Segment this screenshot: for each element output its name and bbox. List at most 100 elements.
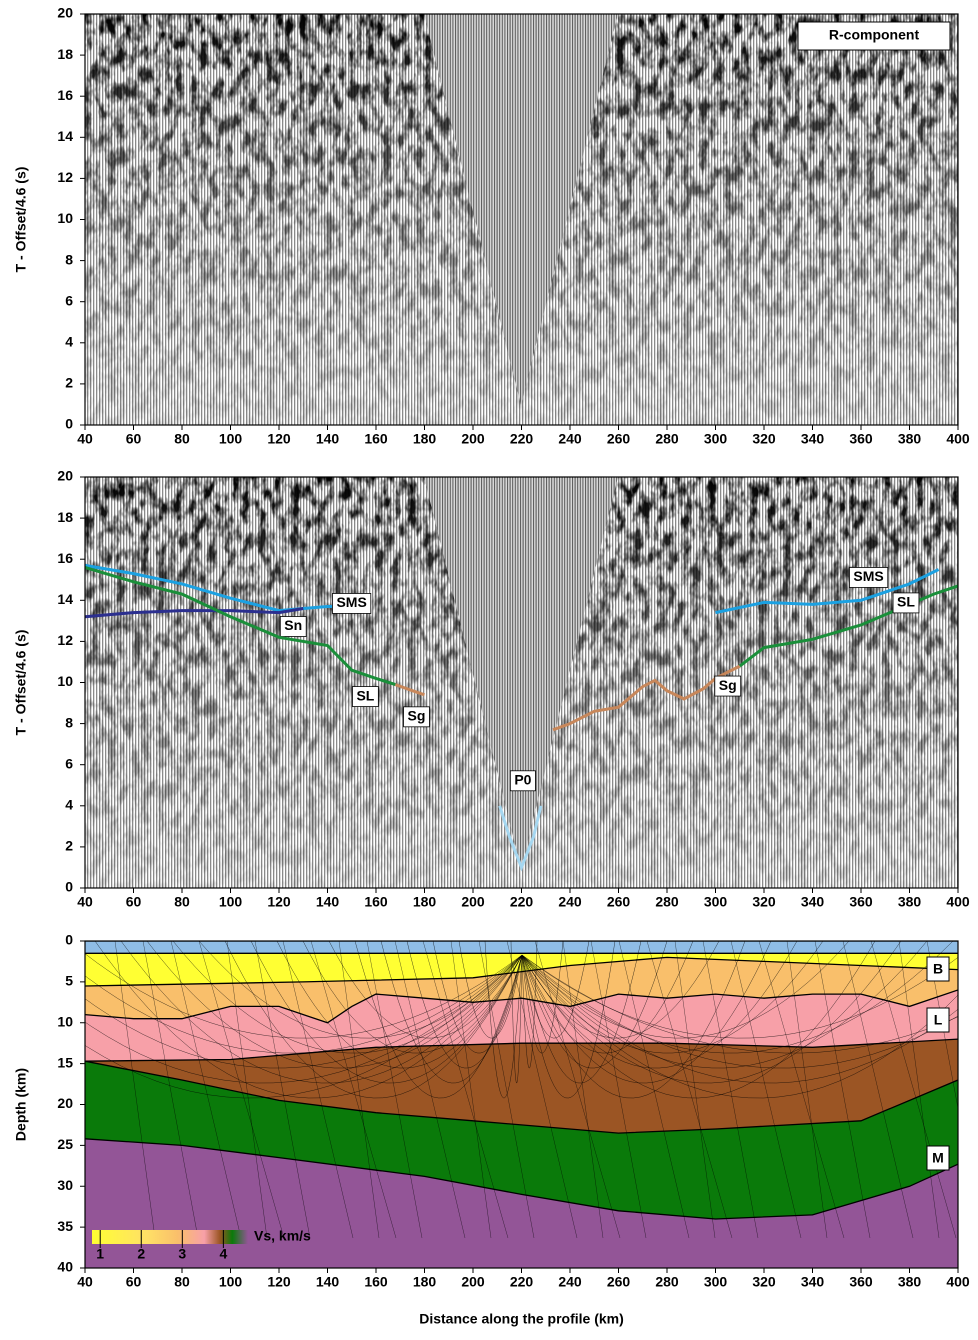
x-tick-label: 180 [413, 431, 437, 447]
y-tick-label: 20 [57, 468, 73, 484]
y-tick-label: 2 [65, 375, 73, 391]
x-tick-label: 160 [364, 894, 388, 910]
y-tick-label: 14 [57, 128, 73, 144]
x-tick-label: 400 [946, 1274, 970, 1290]
y-tick-label: 12 [57, 632, 73, 648]
x-tick-label: 280 [655, 431, 679, 447]
y-tick-label: 8 [65, 251, 73, 267]
x-tick-label: 40 [77, 431, 93, 447]
y-tick-label: 15 [57, 1054, 73, 1070]
y-axis-label: T - Offset/4.6 (s) [13, 630, 29, 736]
pick-label: SL [356, 687, 374, 703]
x-tick-label: 300 [704, 431, 728, 447]
x-tick-label: 380 [898, 894, 922, 910]
x-tick-label: 60 [126, 431, 142, 447]
y-tick-label: 10 [57, 1013, 73, 1029]
x-tick-label: 220 [510, 431, 534, 447]
colorbar-tick-label: 1 [96, 1246, 104, 1262]
x-tick-label: 160 [364, 431, 388, 447]
layer-annotation: M [932, 1150, 944, 1166]
panel-title: R-component [829, 27, 920, 43]
x-tick-label: 100 [219, 1274, 243, 1290]
y-tick-label: 16 [57, 87, 73, 103]
x-tick-label: 120 [267, 1274, 291, 1290]
pick-label: SL [897, 594, 915, 610]
pick-label: SMS [336, 594, 366, 610]
x-tick-label: 80 [174, 1274, 190, 1290]
y-axis-label: Depth (km) [13, 1068, 29, 1141]
colorbar-tick-label: 2 [137, 1246, 145, 1262]
x-tick-label: 140 [316, 894, 340, 910]
x-tick-label: 240 [558, 1274, 582, 1290]
y-tick-label: 6 [65, 292, 73, 308]
colorbar [92, 1230, 248, 1244]
x-tick-label: 40 [77, 894, 93, 910]
y-tick-label: 10 [57, 210, 73, 226]
x-tick-label: 300 [704, 1274, 728, 1290]
pick-label: Sn [284, 617, 302, 633]
colorbar-tick-label: 4 [219, 1246, 227, 1262]
colorbar-tick-label: 3 [178, 1246, 186, 1262]
x-tick-label: 240 [558, 431, 582, 447]
pick-label: P0 [514, 772, 531, 788]
x-tick-label: 260 [607, 431, 631, 447]
y-tick-label: 4 [65, 334, 73, 350]
y-tick-label: 30 [57, 1177, 73, 1193]
y-tick-label: 18 [57, 509, 73, 525]
x-tick-label: 300 [704, 894, 728, 910]
x-tick-label: 340 [801, 1274, 825, 1290]
x-tick-label: 280 [655, 1274, 679, 1290]
x-tick-label: 180 [413, 1274, 437, 1290]
x-tick-label: 260 [607, 894, 631, 910]
y-tick-label: 18 [57, 46, 73, 62]
x-tick-label: 280 [655, 894, 679, 910]
layer-annotation: L [934, 1012, 943, 1028]
x-tick-label: 340 [801, 894, 825, 910]
x-tick-label: 400 [946, 431, 970, 447]
x-tick-label: 220 [510, 894, 534, 910]
pick-label: Sg [719, 677, 737, 693]
x-tick-label: 200 [461, 1274, 485, 1290]
y-tick-label: 25 [57, 1136, 73, 1152]
y-tick-label: 2 [65, 838, 73, 854]
y-tick-label: 20 [57, 1095, 73, 1111]
x-tick-label: 360 [849, 431, 873, 447]
x-tick-label: 180 [413, 894, 437, 910]
x-tick-label: 360 [849, 1274, 873, 1290]
y-tick-label: 0 [65, 932, 73, 948]
x-tick-label: 120 [267, 431, 291, 447]
x-tick-label: 240 [558, 894, 582, 910]
x-tick-label: 320 [752, 431, 776, 447]
y-tick-label: 20 [57, 5, 73, 21]
x-tick-label: 220 [510, 1274, 534, 1290]
y-tick-label: 35 [57, 1218, 73, 1234]
x-tick-label: 120 [267, 894, 291, 910]
y-tick-label: 10 [57, 673, 73, 689]
x-tick-label: 360 [849, 894, 873, 910]
x-tick-label: 140 [316, 431, 340, 447]
x-tick-label: 200 [461, 894, 485, 910]
x-tick-label: 380 [898, 1274, 922, 1290]
x-tick-label: 140 [316, 1274, 340, 1290]
seismogram-background [85, 14, 958, 888]
y-tick-label: 0 [65, 879, 73, 895]
pick-label: SMS [853, 568, 883, 584]
x-tick-label: 100 [219, 431, 243, 447]
y-axis-label: T - Offset/4.6 (s) [13, 167, 29, 273]
x-tick-label: 320 [752, 1274, 776, 1290]
figure: R-component40608010012014016018020022024… [0, 0, 978, 1335]
y-tick-label: 14 [57, 591, 73, 607]
y-tick-label: 5 [65, 973, 73, 989]
x-tick-label: 40 [77, 1274, 93, 1290]
y-tick-label: 8 [65, 714, 73, 730]
x-tick-label: 160 [364, 1274, 388, 1290]
x-tick-label: 60 [126, 894, 142, 910]
y-tick-label: 6 [65, 755, 73, 771]
y-tick-label: 4 [65, 797, 73, 813]
layer-annotation: B [933, 961, 943, 977]
velocity-model [85, 941, 958, 1268]
y-tick-label: 0 [65, 416, 73, 432]
y-tick-label: 40 [57, 1259, 73, 1275]
x-tick-label: 60 [126, 1274, 142, 1290]
pick-label: Sg [408, 708, 426, 724]
